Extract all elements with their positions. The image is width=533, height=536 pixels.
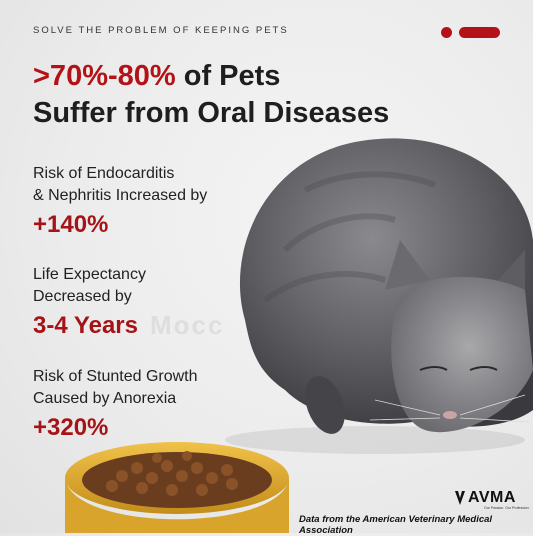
stat-value: +320% xyxy=(33,414,109,441)
stat-label: Life Expectancy Decreased by xyxy=(33,266,146,305)
source-citation: Data from the American Veterinary Medica… xyxy=(299,514,493,536)
stat-label: Risk of Endocarditis & Nephritis Increas… xyxy=(33,165,208,204)
decorative-dot xyxy=(441,27,452,38)
headline: >70%-80% of Pets Suffer from Oral Diseas… xyxy=(33,58,413,132)
avma-logo-icon xyxy=(455,491,465,505)
avma-logo: AVMA xyxy=(455,490,516,506)
cat-illustration xyxy=(225,138,533,454)
avma-logo-text: AVMA xyxy=(468,489,516,506)
headline-highlight: >70%-80% xyxy=(33,60,176,92)
headline-rest: of Pets xyxy=(175,60,281,92)
avma-tagline: Our Passion. Our Profession. xyxy=(484,506,530,510)
stat-value: 3-4 Years xyxy=(33,312,138,339)
decorative-pill xyxy=(459,27,500,38)
eyebrow-text: SOLVE THE PROBLEM OF KEEPING PETS xyxy=(33,25,289,36)
stat-label: Risk of Stunted Growth Caused by Anorexi… xyxy=(33,368,198,407)
pet-food-bowl xyxy=(65,442,289,533)
stat-value: +140% xyxy=(33,211,109,238)
stat-endocarditis: Risk of Endocarditis & Nephritis Increas… xyxy=(33,163,263,240)
stat-life-expectancy: Life Expectancy Decreased by 3-4 Years xyxy=(33,264,263,341)
watermark: Mocc xyxy=(150,310,225,340)
headline-line2: Suffer from Oral Diseases xyxy=(33,97,390,129)
stat-stunted-growth: Risk of Stunted Growth Caused by Anorexi… xyxy=(33,366,263,443)
